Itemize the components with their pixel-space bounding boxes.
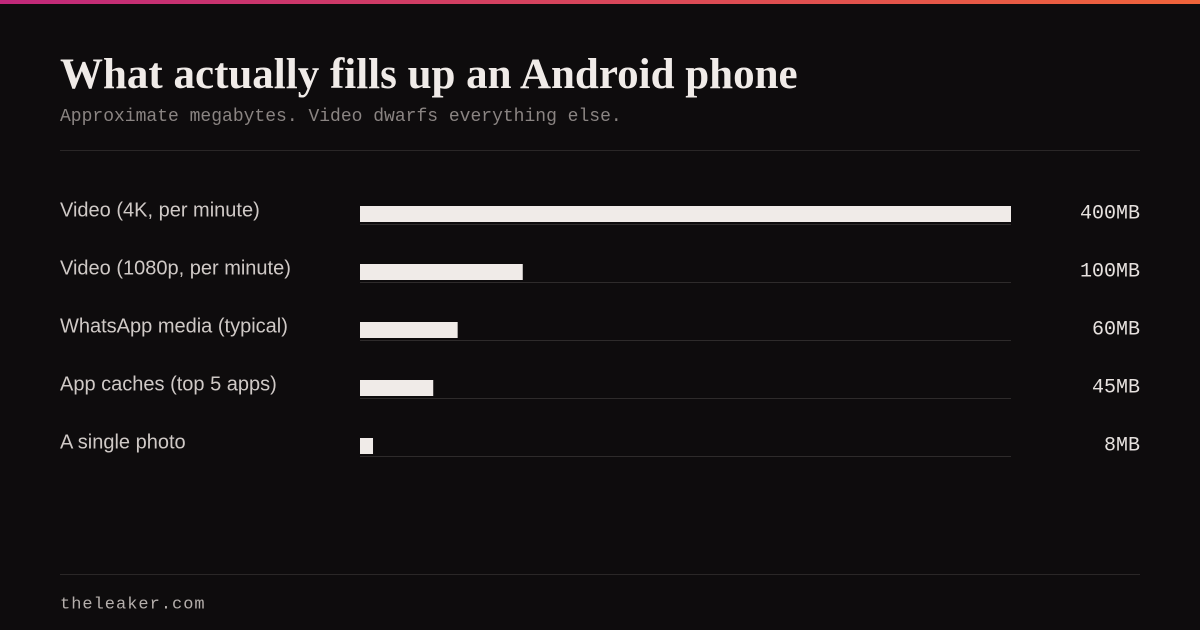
chart-subtitle: Approximate megabytes. Video dwarfs ever…: [60, 107, 622, 127]
category-label: App caches (top 5 apps): [60, 373, 277, 395]
value-label: 60MB: [1092, 318, 1140, 341]
bar: [360, 322, 458, 338]
value-label: 8MB: [1104, 434, 1140, 457]
bar: [360, 380, 434, 396]
category-label: Video (4K, per minute): [60, 199, 260, 221]
value-label: 100MB: [1080, 260, 1140, 283]
chart-title: What actually fills up an Android phone: [60, 51, 798, 98]
category-label: Video (1080p, per minute): [60, 257, 291, 279]
accent-bar: [0, 0, 1200, 4]
footer: theleaker.com: [60, 595, 206, 614]
bar: [360, 264, 523, 280]
bar: [360, 206, 1011, 222]
value-label: 400MB: [1080, 202, 1140, 225]
category-label: WhatsApp media (typical): [60, 315, 288, 337]
value-label: 45MB: [1092, 376, 1140, 399]
category-label: A single photo: [60, 431, 186, 453]
bar: [360, 438, 374, 454]
